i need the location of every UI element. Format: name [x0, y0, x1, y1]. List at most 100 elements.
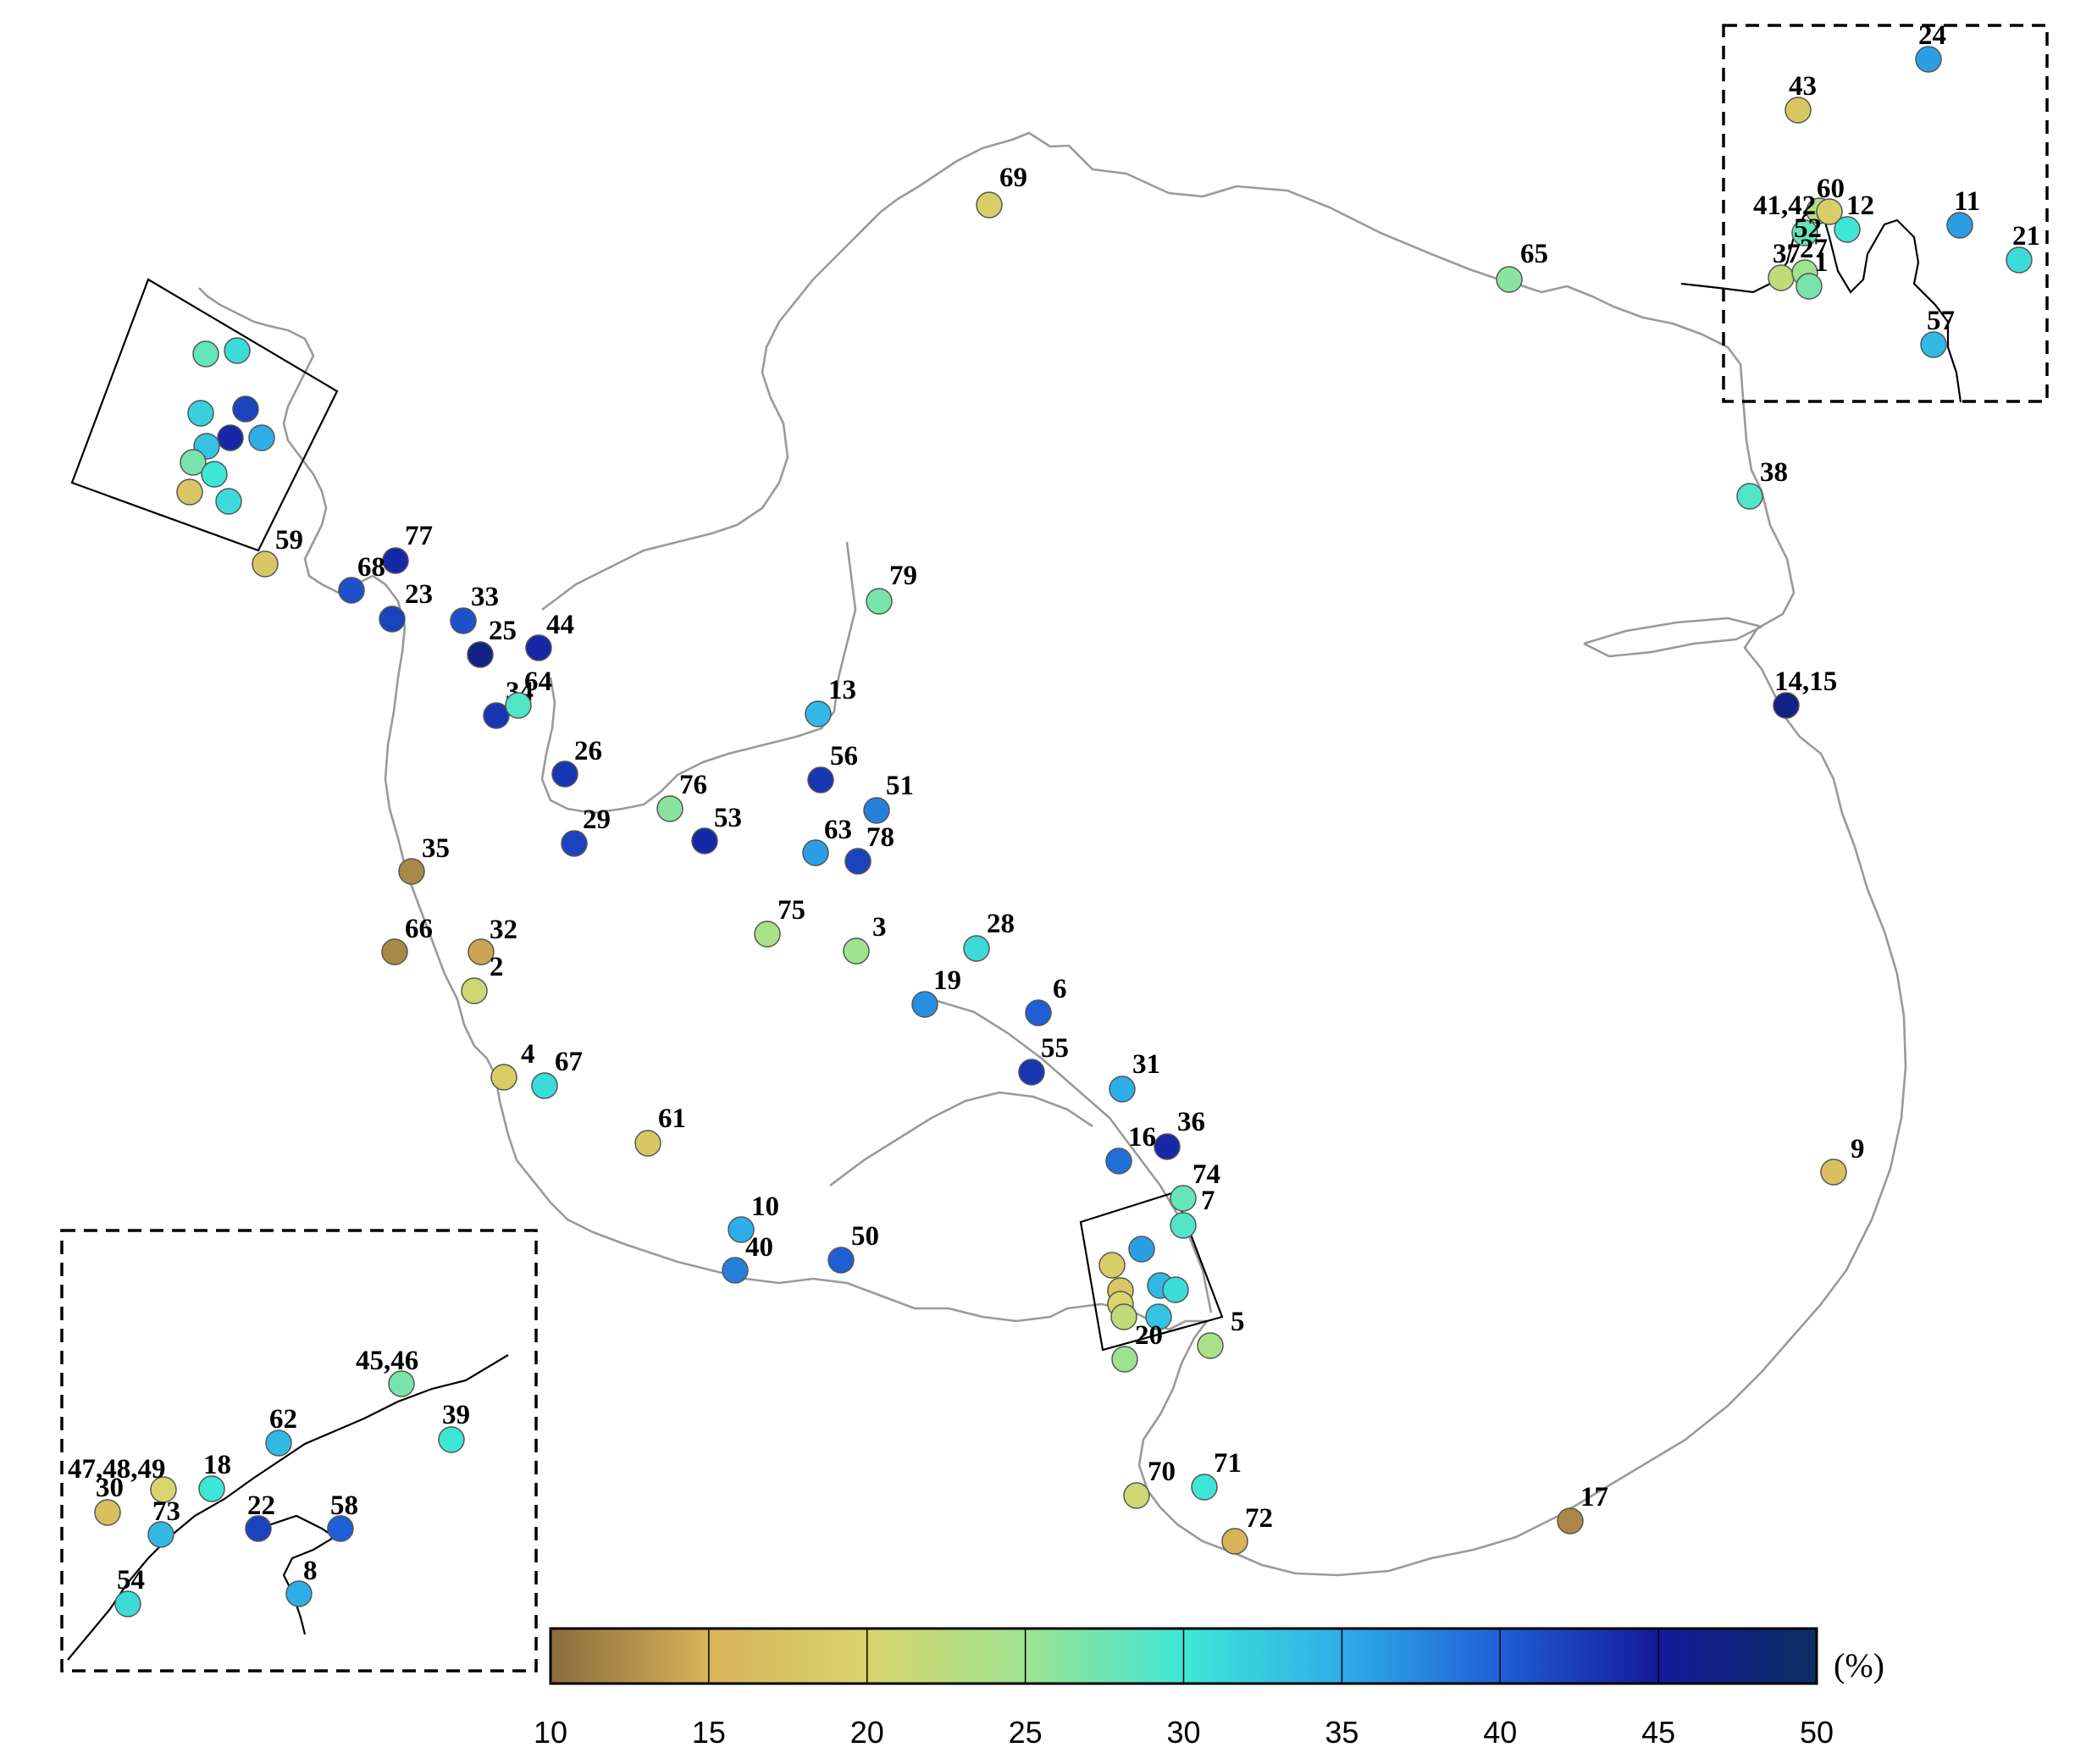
station-label: 65	[1520, 239, 1548, 269]
east-antarctica-inset-frame	[1722, 24, 2049, 403]
station-label: 44	[546, 610, 574, 640]
station-marker-10	[728, 1216, 755, 1243]
ice-shelf-line	[931, 998, 1213, 1313]
station-label: 17	[1580, 1482, 1608, 1512]
station-label: 55	[1041, 1033, 1069, 1064]
station-label: 52	[1794, 213, 1822, 244]
station-label: 76	[679, 770, 707, 800]
station-marker-30	[94, 1499, 121, 1526]
station-label: 3	[872, 912, 887, 943]
station-label: 69	[999, 163, 1027, 193]
station-label: 58	[330, 1490, 358, 1521]
station-label: 40	[745, 1232, 773, 1263]
station-marker-68	[338, 577, 365, 604]
station-label: 67	[555, 1047, 583, 1077]
station-marker	[1128, 1236, 1155, 1263]
station-label: 62	[269, 1404, 297, 1435]
station-marker-23	[379, 606, 406, 633]
station-marker-70	[1123, 1482, 1150, 1509]
station-label: 53	[714, 803, 742, 833]
station-marker-55	[1018, 1059, 1045, 1086]
station-label: 70	[1148, 1457, 1176, 1487]
station-marker	[1098, 1252, 1126, 1279]
station-marker-56	[807, 766, 834, 794]
peninsula-inset-coast	[67, 1354, 509, 1661]
colorbar-tick-label: 30	[1166, 1715, 1200, 1750]
station-label: 22	[247, 1490, 275, 1521]
station-marker-72	[1221, 1528, 1248, 1555]
station-marker-12	[1834, 216, 1861, 243]
station-marker-66	[381, 938, 408, 965]
station-marker-57	[1920, 331, 1947, 358]
station-label: 43	[1789, 71, 1817, 102]
station-marker-5	[1197, 1332, 1224, 1359]
station-label: 16	[1128, 1122, 1156, 1153]
station-label: 10	[751, 1192, 779, 1222]
station-label: 74	[1192, 1159, 1220, 1190]
station-marker-65	[1496, 266, 1523, 293]
station-marker	[180, 449, 207, 476]
station-label: 59	[275, 525, 303, 556]
station-marker-33	[450, 607, 477, 634]
station-label: 79	[889, 561, 917, 591]
station-marker-58	[327, 1515, 354, 1542]
station-marker-38	[1736, 483, 1763, 510]
station-marker-31	[1109, 1076, 1136, 1103]
colorbar-unit-label: (%)	[1834, 1646, 1884, 1684]
station-marker-7	[1170, 1212, 1197, 1239]
station-label: 56	[830, 741, 858, 771]
station-marker-73	[147, 1521, 174, 1548]
station-label: 19	[933, 965, 961, 996]
station-marker-44	[525, 634, 552, 661]
station-marker	[192, 340, 219, 368]
station-label: 64	[524, 666, 552, 697]
station-label: 24	[1918, 20, 1946, 51]
station-marker-78	[844, 848, 872, 875]
station-marker-26	[551, 760, 578, 788]
station-label: 71	[1214, 1448, 1242, 1479]
colorbar-divisions	[708, 1629, 1659, 1684]
antarctic-peninsula-box	[70, 278, 339, 552]
station-marker-77	[382, 547, 409, 574]
station-marker	[187, 400, 214, 427]
station-label: 23	[405, 579, 433, 610]
station-marker-20	[1111, 1346, 1138, 1373]
station-label: 30	[96, 1473, 124, 1503]
station-marker-71	[1191, 1474, 1218, 1501]
station-label: 9	[1851, 1134, 1865, 1164]
station-marker-29	[561, 830, 588, 857]
station-marker	[224, 337, 251, 364]
station-label: 63	[824, 815, 852, 845]
station-label: 73	[152, 1496, 180, 1527]
station-label: 8	[303, 1556, 318, 1586]
station-marker-39	[438, 1426, 465, 1453]
station-label: 38	[1760, 457, 1788, 488]
station-marker	[201, 461, 228, 488]
station-label: 7	[1201, 1186, 1215, 1216]
station-marker-36	[1154, 1133, 1181, 1160]
station-label: 75	[777, 895, 805, 926]
station-marker-32	[468, 938, 495, 965]
station-label: 1	[1814, 247, 1829, 278]
station-marker-63	[802, 839, 829, 866]
station-marker-28	[963, 935, 990, 962]
station-marker-25	[467, 641, 494, 668]
station-marker-53	[691, 827, 718, 854]
colorbar-ticks: 10 15 20 25 30 35 40 45 50	[534, 1715, 1834, 1750]
station-marker-79	[866, 588, 893, 615]
station-marker-64	[505, 692, 532, 719]
station-label: 26	[574, 736, 602, 766]
station-marker-13	[805, 700, 832, 727]
station-label: 32	[490, 915, 517, 945]
station-marker-2	[461, 977, 488, 1004]
station-marker-19	[911, 991, 938, 1018]
station-label: 12	[1846, 191, 1874, 221]
colorbar-tick-label: 15	[692, 1715, 726, 1750]
station-label: 29	[583, 805, 611, 835]
station-label: 36	[1177, 1107, 1205, 1137]
station-label: 2	[490, 952, 504, 982]
colorbar-tick-label: 35	[1325, 1715, 1358, 1750]
station-marker-8	[285, 1580, 313, 1607]
station-marker-75	[754, 921, 781, 948]
ross-sea-shelf	[829, 1091, 1093, 1187]
